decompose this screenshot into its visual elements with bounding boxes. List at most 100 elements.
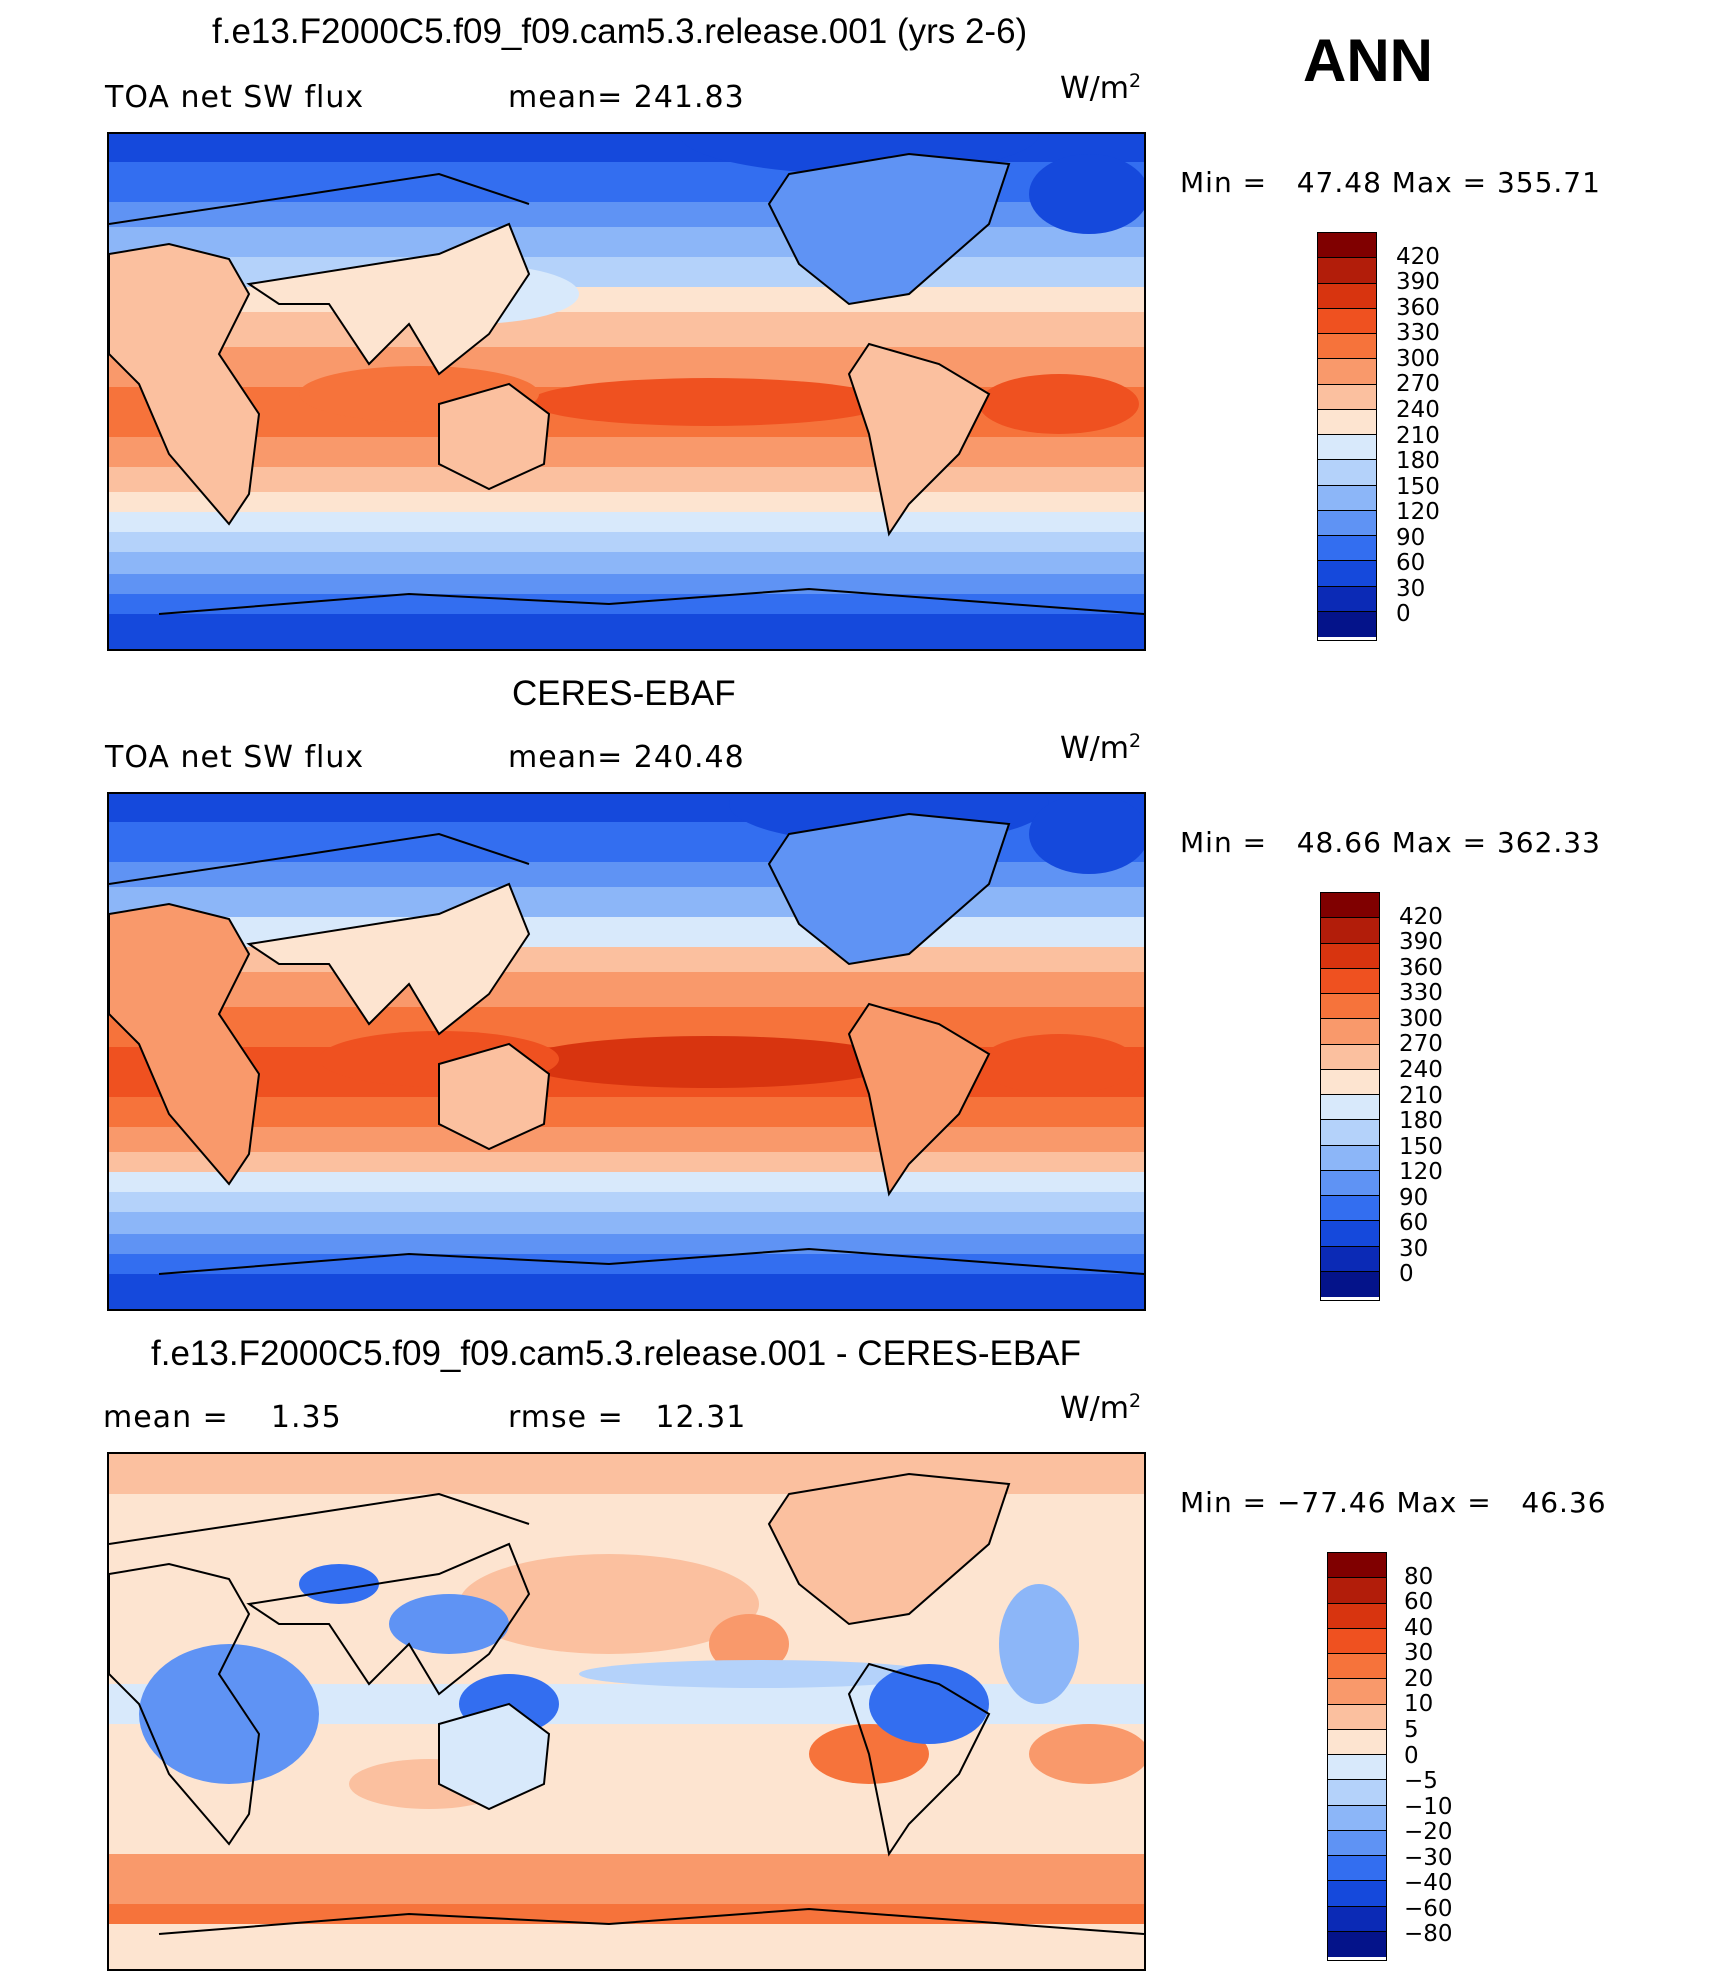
colorbar-tick-label: 150 xyxy=(1399,1133,1443,1160)
colorbar-tick-label: 60 xyxy=(1404,1589,1434,1616)
colorbar-swatch xyxy=(1328,1755,1386,1781)
colorbar-swatch xyxy=(1318,334,1376,360)
season-label: ANN xyxy=(1303,27,1433,94)
difference-mean-label: mean = 1.35 xyxy=(103,1400,342,1435)
panel-title: f.e13.F2000C5.f09_f09.cam5.3.release.001… xyxy=(151,1334,1081,1373)
colorbar-swatch xyxy=(1318,611,1376,637)
colorbar-swatch xyxy=(1321,918,1379,944)
units-label: W/m2 xyxy=(1060,1390,1142,1426)
colorbar-swatch xyxy=(1321,1069,1379,1095)
colorbar-swatch xyxy=(1318,510,1376,536)
colorbar-swatch xyxy=(1328,1805,1386,1831)
colorbar-tick-label: 300 xyxy=(1396,345,1440,372)
colorbar-tick-label: 30 xyxy=(1399,1235,1429,1262)
colorbar-tick-label: 420 xyxy=(1399,903,1443,930)
colorbar-tick-label: 60 xyxy=(1399,1210,1429,1237)
colorbar-swatch xyxy=(1328,1578,1386,1604)
min-max-label: Min = 48.66 Max = 362.33 xyxy=(1180,826,1601,859)
difference-map xyxy=(109,1454,1144,1969)
colorbar-tick-label: 210 xyxy=(1396,422,1440,449)
colorbar-swatch xyxy=(1328,1704,1386,1730)
colorbar-swatch xyxy=(1328,1654,1386,1680)
colorbar-swatch xyxy=(1328,1679,1386,1705)
variable-label: TOA net SW flux xyxy=(105,740,365,775)
rmse-label: rmse = 12.31 xyxy=(508,1400,747,1435)
colorbar-difference xyxy=(1327,1552,1387,1961)
colorbar-tick-label: 0 xyxy=(1404,1742,1419,1769)
colorbar-tick-label: 120 xyxy=(1396,499,1440,526)
colorbar-swatch xyxy=(1321,1170,1379,1196)
colorbar-swatch xyxy=(1328,1856,1386,1882)
colorbar-swatch xyxy=(1328,1603,1386,1629)
colorbar-swatch xyxy=(1321,1120,1379,1146)
map-panel-observation xyxy=(107,792,1146,1311)
colorbar-tick-label: 390 xyxy=(1396,269,1440,296)
colorbar-tick-label: 210 xyxy=(1399,1082,1443,1109)
units-label: W/m2 xyxy=(1060,730,1142,766)
colorbar-swatch xyxy=(1321,1145,1379,1171)
colorbar-model xyxy=(1317,232,1377,641)
colorbar-swatch xyxy=(1321,1019,1379,1045)
variable-label: TOA net SW flux xyxy=(105,80,365,115)
colorbar-tick-label: 0 xyxy=(1399,1261,1414,1288)
colorbar-tick-label: 240 xyxy=(1396,396,1440,423)
colorbar-tick-label: −30 xyxy=(1404,1844,1453,1871)
colorbar-tick-label: 90 xyxy=(1399,1184,1429,1211)
colorbar-swatch xyxy=(1321,893,1379,919)
colorbar-swatch xyxy=(1318,460,1376,486)
colorbar-tick-label: 270 xyxy=(1396,371,1440,398)
model-flux-map xyxy=(109,134,1144,649)
colorbar-swatch xyxy=(1321,1271,1379,1297)
colorbar-swatch xyxy=(1328,1729,1386,1755)
colorbar-tick-label: 30 xyxy=(1404,1640,1434,1667)
colorbar-swatch xyxy=(1321,1196,1379,1222)
colorbar-swatch xyxy=(1321,1044,1379,1070)
mean-label: mean= 241.83 xyxy=(508,80,745,115)
colorbar-tick-label: 40 xyxy=(1404,1614,1434,1641)
colorbar-tick-label: 30 xyxy=(1396,575,1426,602)
colorbar-tick-label: 420 xyxy=(1396,243,1440,270)
colorbar-tick-label: 180 xyxy=(1399,1108,1443,1135)
colorbar-swatch xyxy=(1328,1830,1386,1856)
colorbar-tick-label: 360 xyxy=(1396,294,1440,321)
colorbar-swatch xyxy=(1318,384,1376,410)
colorbar-swatch xyxy=(1328,1881,1386,1907)
colorbar-swatch xyxy=(1318,586,1376,612)
colorbar-tick-label: 330 xyxy=(1396,320,1440,347)
colorbar-swatch xyxy=(1321,994,1379,1020)
colorbar-swatch xyxy=(1328,1906,1386,1932)
colorbar-tick-label: 300 xyxy=(1399,1005,1443,1032)
colorbar-tick-label: 360 xyxy=(1399,954,1443,981)
colorbar-tick-label: −10 xyxy=(1404,1793,1453,1820)
colorbar-tick-label: −5 xyxy=(1404,1768,1438,1795)
panel-title: CERES-EBAF xyxy=(512,674,736,713)
colorbar-swatch xyxy=(1328,1931,1386,1957)
colorbar-tick-label: 120 xyxy=(1399,1159,1443,1186)
colorbar-swatch xyxy=(1318,258,1376,284)
colorbar-swatch xyxy=(1328,1628,1386,1654)
panel-title: f.e13.F2000C5.f09_f09.cam5.3.release.001… xyxy=(212,12,1028,51)
colorbar-swatch xyxy=(1321,943,1379,969)
colorbar-tick-label: −20 xyxy=(1404,1819,1453,1846)
colorbar-tick-label: 60 xyxy=(1396,550,1426,577)
colorbar-tick-label: 10 xyxy=(1404,1691,1434,1718)
colorbar-tick-label: −40 xyxy=(1404,1870,1453,1897)
colorbar-tick-label: 330 xyxy=(1399,980,1443,1007)
colorbar-swatch xyxy=(1318,485,1376,511)
colorbar-swatch xyxy=(1318,435,1376,461)
colorbar-tick-label: 150 xyxy=(1396,473,1440,500)
units-label: W/m2 xyxy=(1060,70,1142,106)
colorbar-tick-label: 80 xyxy=(1404,1563,1434,1590)
colorbar-tick-label: 90 xyxy=(1396,524,1426,551)
colorbar-tick-label: −80 xyxy=(1404,1921,1453,1948)
colorbar-swatch xyxy=(1318,359,1376,385)
colorbar-swatch xyxy=(1321,1095,1379,1121)
map-panel-model xyxy=(107,132,1146,651)
colorbar-swatch xyxy=(1321,968,1379,994)
colorbar-swatch xyxy=(1318,561,1376,587)
colorbar-swatch xyxy=(1328,1553,1386,1579)
observed-flux-map xyxy=(109,794,1144,1309)
colorbar-tick-label: 20 xyxy=(1404,1665,1434,1692)
colorbar-swatch xyxy=(1318,233,1376,259)
colorbar-tick-label: 390 xyxy=(1399,929,1443,956)
